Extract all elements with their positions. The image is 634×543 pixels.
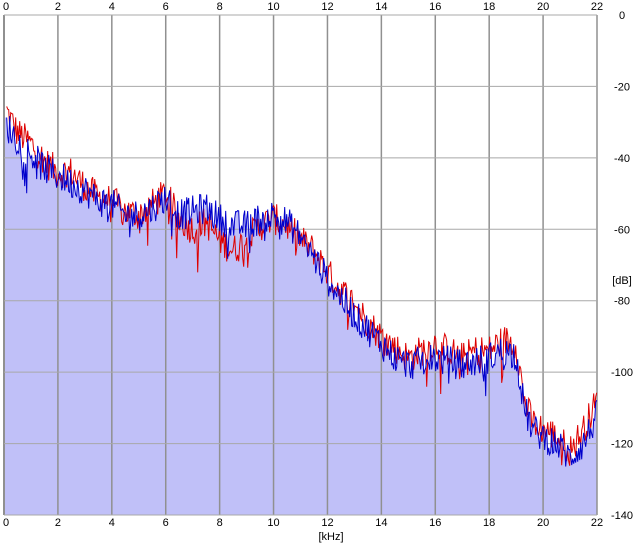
y-tick-labels: 0 -20 -40 -60 -80 -100 -120 -140 — [611, 10, 633, 522]
y-tick-label: -20 — [614, 81, 630, 93]
x-tick-label-top: 12 — [321, 1, 333, 13]
y-tick-label: -140 — [611, 510, 633, 522]
x-tick-label-bottom: 20 — [537, 517, 549, 529]
x-tick-label-top: 6 — [163, 1, 169, 13]
x-tick-label-bottom: 22 — [591, 517, 603, 529]
x-tick-label-bottom: 16 — [429, 517, 441, 529]
y-tick-label: 0 — [619, 10, 625, 22]
x-tick-label-top: 10 — [267, 1, 279, 13]
x-tick-labels-bottom: 0 2 4 6 8 10 12 14 16 18 20 22 — [3, 517, 603, 529]
series-blue-line — [6, 116, 598, 467]
x-tick-label-bottom: 0 — [3, 517, 9, 529]
y-axis-label: [dB] — [612, 275, 632, 287]
x-tick-label-bottom: 8 — [217, 517, 223, 529]
x-tick-label-top: 18 — [483, 1, 495, 13]
x-tick-label-bottom: 18 — [483, 517, 495, 529]
y-tick-label: -80 — [614, 296, 630, 308]
x-tick-labels-top: 0 2 4 6 8 10 12 14 16 18 20 22 — [3, 1, 603, 13]
x-tick-label-top: 16 — [429, 1, 441, 13]
x-tick-label-top: 14 — [375, 1, 387, 13]
x-tick-label-bottom: 6 — [163, 517, 169, 529]
x-tick-label-top: 0 — [3, 1, 9, 13]
y-tick-label: -100 — [611, 367, 633, 379]
x-tick-label-bottom: 12 — [321, 517, 333, 529]
x-axis-label: [kHz] — [318, 531, 343, 543]
x-tick-label-bottom: 10 — [267, 517, 279, 529]
x-tick-label-top: 22 — [591, 1, 603, 13]
x-tick-label-top: 2 — [55, 1, 61, 13]
x-tick-label-bottom: 4 — [109, 517, 115, 529]
y-tick-label: -40 — [614, 153, 630, 165]
x-tick-label-top: 4 — [109, 1, 115, 13]
grid — [3, 14, 598, 516]
series-lines — [6, 106, 598, 467]
x-tick-label-top: 20 — [537, 1, 549, 13]
x-tick-label-bottom: 2 — [55, 517, 61, 529]
y-tick-label: -120 — [611, 439, 633, 451]
y-tick-label: -60 — [614, 224, 630, 236]
x-tick-label-bottom: 14 — [375, 517, 387, 529]
x-tick-label-top: 8 — [217, 1, 223, 13]
